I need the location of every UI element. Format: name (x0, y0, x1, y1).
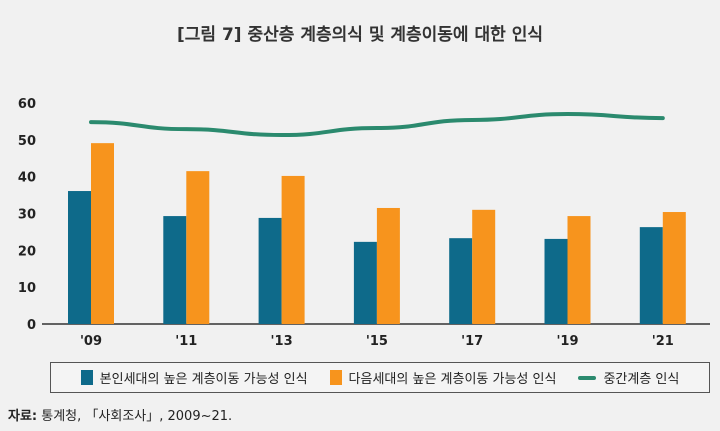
line-middle-class (89, 112, 665, 138)
legend-label: 본인세대의 높은 계층이동 가능성 인식 (99, 372, 308, 387)
y-tick-label: 30 (18, 208, 36, 223)
source-label: 자료: (8, 409, 38, 424)
bar-next-generation (567, 216, 591, 324)
legend-label: 다음세대의 높은 계층이동 가능성 인식 (348, 372, 557, 387)
bar-own-generation (163, 216, 187, 324)
legend: 본인세대의 높은 계층이동 가능성 인식 다음세대의 높은 계층이동 가능성 인… (50, 362, 710, 393)
y-tick-label: 10 (18, 281, 36, 296)
bar-own-generation (449, 238, 473, 324)
chart-plot: 0 10 20 30 40 50 60 '09 '11 '13 '15 '17 '19 '21 (18, 97, 710, 349)
bar-next-generation (376, 207, 400, 324)
bar-own-generation (353, 241, 377, 324)
x-tick-label: '17 (461, 334, 483, 349)
y-tick-label: 20 (18, 244, 36, 259)
legend-item-own-generation: 본인세대의 높은 계층이동 가능성 인식 (80, 368, 308, 387)
y-tick-label: 0 (27, 318, 36, 333)
chart-title: [그림 7] 중산층 계층의식 및 계층이동에 대한 인식 (177, 25, 543, 45)
legend-swatch-orange (329, 370, 342, 385)
source-text: 통계청, 「사회조사」, 2009~21. (37, 409, 233, 424)
y-tick-label: 50 (18, 134, 36, 149)
x-tick-label: '21 (652, 334, 674, 349)
x-tick-label: '11 (175, 334, 197, 349)
y-tick-label: 40 (18, 171, 36, 186)
bar-next-generation (281, 175, 305, 324)
bar-next-generation (662, 212, 686, 324)
bar-next-generation (186, 171, 210, 324)
source-note: 자료: 통계청, 「사회조사」, 2009~21. (8, 405, 232, 424)
y-tick-label: 60 (18, 97, 36, 112)
x-tick-label: '13 (271, 334, 293, 349)
bar-next-generation (91, 143, 114, 324)
bar-next-generation (472, 209, 496, 324)
x-tick-label: '19 (556, 334, 578, 349)
bar-own-generation (258, 217, 282, 324)
legend-item-next-generation: 다음세대의 높은 계층이동 가능성 인식 (329, 368, 557, 387)
legend-label: 중간계층 인식 (603, 372, 680, 387)
legend-swatch-blue (80, 370, 93, 385)
legend-line-green (578, 375, 597, 380)
bar-own-generation (68, 191, 91, 324)
bar-own-generation (544, 238, 568, 324)
x-tick-label: '15 (366, 334, 388, 349)
legend-item-middle-class: 중간계층 인식 (578, 368, 679, 387)
x-tick-label: '09 (80, 334, 102, 349)
bar-own-generation (639, 227, 663, 324)
